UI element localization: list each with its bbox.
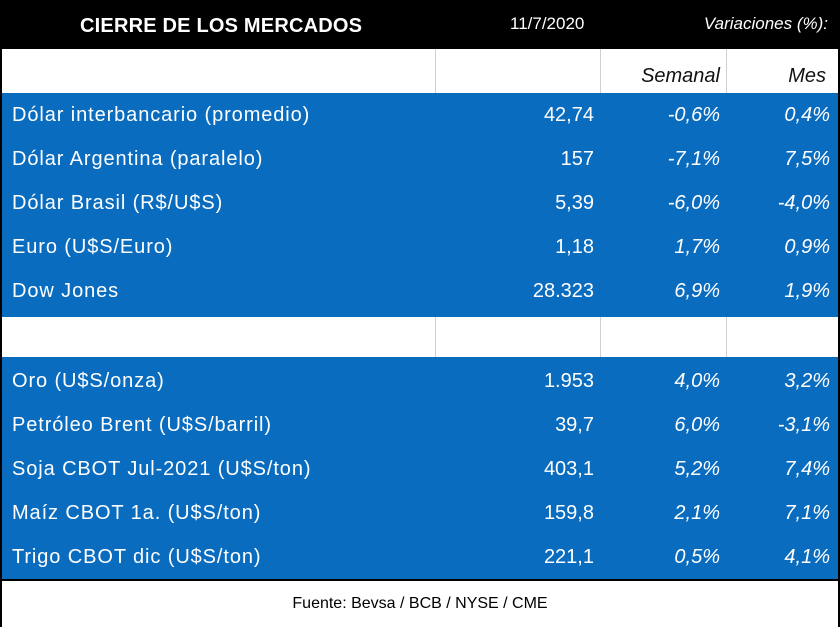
row-name: Dólar Argentina (paralelo) — [12, 148, 264, 170]
column-headers: Semanal Mes — [2, 49, 838, 93]
row-name: Maíz CBOT 1a. (U$S/ton) — [12, 502, 262, 524]
row-monthly: 0,4% — [784, 104, 830, 126]
table-title: CIERRE DE LOS MERCADOS — [80, 15, 363, 37]
row-name: Dólar Brasil (R$/U$S) — [12, 192, 224, 214]
divider — [726, 317, 727, 357]
row-monthly: -3,1% — [777, 414, 830, 436]
row-monthly: 7,4% — [784, 458, 830, 480]
row-value: 5,39 — [555, 192, 594, 214]
table-row: Maíz CBOT 1a. (U$S/ton) 159,8 2,1% 7,1% — [2, 491, 838, 535]
commodities-group: Oro (U$S/onza) 1.953 4,0% 3,2% Petróleo … — [2, 357, 838, 579]
row-weekly: 2,1% — [674, 502, 720, 524]
table-row: Dólar Argentina (paralelo) 157 -7,1% 7,5… — [2, 137, 838, 181]
divider — [600, 49, 601, 93]
variations-label: Variaciones (%): — [703, 14, 828, 33]
table-row: Dólar Brasil (R$/U$S) 5,39 -6,0% -4,0% — [2, 181, 838, 225]
row-value: 28.323 — [532, 280, 594, 302]
divider — [435, 317, 436, 357]
divider — [726, 49, 727, 93]
row-name: Oro (U$S/onza) — [12, 370, 165, 392]
currency-index-group: Dólar interbancario (promedio) 42,74 -0,… — [2, 93, 838, 317]
table-date: 11/7/2020 — [510, 14, 585, 33]
divider — [435, 49, 436, 93]
row-value: 42,74 — [543, 104, 594, 126]
row-value: 157 — [560, 148, 594, 170]
row-weekly: 1,7% — [674, 236, 720, 258]
source-note: Fuente: Bevsa / BCB / NYSE / CME — [292, 595, 548, 612]
row-name: Soja CBOT Jul-2021 (U$S/ton) — [12, 458, 312, 480]
table-row: Dólar interbancario (promedio) 42,74 -0,… — [2, 93, 838, 137]
row-value: 403,1 — [543, 458, 594, 480]
row-value: 159,8 — [543, 502, 594, 524]
row-weekly: -0,6% — [667, 104, 720, 126]
divider — [600, 317, 601, 357]
row-monthly: 3,2% — [784, 370, 830, 392]
row-weekly: 6,0% — [674, 414, 720, 436]
row-value: 1.953 — [543, 370, 594, 392]
table-header: CIERRE DE LOS MERCADOS 11/7/2020 Variaci… — [2, 2, 838, 49]
row-monthly: 4,1% — [784, 546, 830, 568]
row-value: 1,18 — [555, 236, 594, 258]
table-row: Dow Jones 28.323 6,9% 1,9% — [2, 269, 838, 313]
row-value: 221,1 — [543, 546, 594, 568]
row-weekly: 0,5% — [674, 546, 720, 568]
row-weekly: 4,0% — [674, 370, 720, 392]
row-monthly: -4,0% — [777, 192, 830, 214]
table-footer: Fuente: Bevsa / BCB / NYSE / CME — [2, 579, 838, 627]
spacer-row — [2, 317, 838, 357]
row-name: Euro (U$S/Euro) — [12, 236, 174, 258]
row-monthly: 1,9% — [784, 280, 830, 302]
row-weekly: 5,2% — [674, 458, 720, 480]
row-weekly: -7,1% — [667, 148, 720, 170]
weekly-column-header: Semanal — [641, 65, 720, 87]
row-monthly: 0,9% — [784, 236, 830, 258]
row-value: 39,7 — [555, 414, 594, 436]
row-weekly: -6,0% — [667, 192, 720, 214]
table-row: Soja CBOT Jul-2021 (U$S/ton) 403,1 5,2% … — [2, 447, 838, 491]
table-row: Trigo CBOT dic (U$S/ton) 221,1 0,5% 4,1% — [2, 535, 838, 579]
table-row: Oro (U$S/onza) 1.953 4,0% 3,2% — [2, 359, 838, 403]
table-row: Petróleo Brent (U$S/barril) 39,7 6,0% -3… — [2, 403, 838, 447]
row-monthly: 7,1% — [784, 502, 830, 524]
row-name: Petróleo Brent (U$S/barril) — [12, 414, 272, 436]
row-name: Dow Jones — [12, 280, 120, 302]
row-name: Dólar interbancario (promedio) — [12, 104, 311, 126]
row-monthly: 7,5% — [784, 148, 830, 170]
row-name: Trigo CBOT dic (U$S/ton) — [12, 546, 262, 568]
table-row: Euro (U$S/Euro) 1,18 1,7% 0,9% — [2, 225, 838, 269]
row-weekly: 6,9% — [674, 280, 720, 302]
monthly-column-header: Mes — [788, 65, 826, 87]
